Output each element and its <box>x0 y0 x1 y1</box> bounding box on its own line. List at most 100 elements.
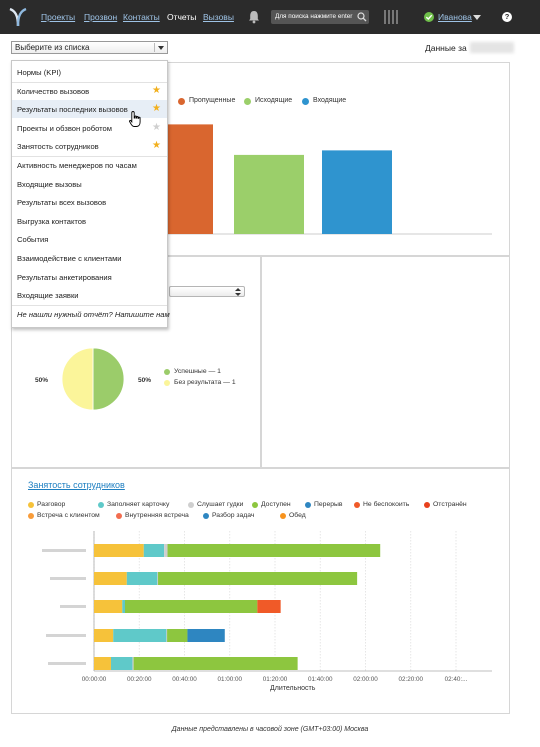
report-menu-item-label: Взаимодействие с клиентами <box>17 254 122 263</box>
legend-label: Разбор задач <box>212 512 255 519</box>
nav-calls-link[interactable]: Вызовы <box>203 12 234 22</box>
legend-dot <box>188 502 194 508</box>
bell-icon[interactable] <box>248 10 260 24</box>
x-tick-label: 02:00:00 <box>353 676 378 683</box>
report-menu-item[interactable]: События <box>12 230 167 248</box>
legend-success: Успешные — 1 <box>174 368 221 375</box>
report-menu-item[interactable]: Результаты последних вызовов ★ <box>12 100 167 119</box>
favorite-star-icon[interactable]: ★ <box>152 103 161 115</box>
report-menu-item[interactable]: Нормы (KPI) <box>12 63 167 81</box>
legend-no-result: Без результата — 1 <box>174 379 236 386</box>
report-menu-item[interactable]: Результаты всех вызовов <box>12 193 167 211</box>
employee-name-redacted <box>60 605 86 608</box>
search-input[interactable]: Для поиска нажмите enter <box>271 10 369 24</box>
report-menu-item-label: Нормы (KPI) <box>17 68 62 77</box>
legend-label: Встреча с клиентом <box>37 512 100 519</box>
legend-dot-missed <box>178 98 185 105</box>
report-menu-item[interactable]: Взаимодействие с клиентами <box>12 249 167 267</box>
report-menu-item[interactable]: Входящие вызовы <box>12 175 167 193</box>
employment-segment <box>94 544 144 557</box>
filter-select[interactable] <box>169 286 245 297</box>
report-menu-item-label: Результаты последних вызовов <box>17 105 128 115</box>
employment-segment <box>187 629 225 642</box>
app-logo[interactable] <box>6 6 30 28</box>
nav-projects-link[interactable]: Проекты <box>41 12 76 22</box>
legend-missed: Пропущенные <box>189 97 236 104</box>
legend-label: Слушает гудки <box>197 501 244 508</box>
employment-segment <box>164 544 168 557</box>
date-range-value-redacted[interactable] <box>470 42 514 53</box>
calls-bar-chart <box>143 124 492 235</box>
report-menu-item-label: Не нашли нужный отчёт? Напишите нам <box>17 309 170 319</box>
legend-label: Не беспокоить <box>363 501 410 508</box>
legend-dot <box>354 502 360 508</box>
report-select[interactable]: Выберите из списка <box>11 41 168 54</box>
star-outline-icon[interactable]: ★ <box>152 121 161 133</box>
employment-panel: Занятость сотрудников Разговор Заполняет … <box>11 468 510 714</box>
top-navigation-bar: Проекты Прозвон Контакты Отчеты Вызовы Д… <box>0 0 540 34</box>
employment-segment <box>257 600 281 613</box>
legend-label: Доступен <box>261 501 291 508</box>
report-menu-item[interactable]: Выгрузка контактов <box>12 212 167 230</box>
select-arrows-icon <box>235 288 241 296</box>
employment-segment <box>157 572 159 585</box>
chevron-down-icon[interactable] <box>473 15 481 20</box>
report-menu-item[interactable]: Количество вызовов ★ <box>12 82 167 100</box>
nav-dialer-link[interactable]: Прозвон <box>84 12 118 22</box>
employment-segment <box>110 657 133 670</box>
pie-right-percent: 50% <box>138 377 152 384</box>
report-menu-item-label: Проекты и обзвон роботом <box>17 123 112 133</box>
favorite-star-icon[interactable]: ★ <box>152 140 161 152</box>
report-menu-item-label: Количество вызовов <box>17 86 90 96</box>
employee-name-redacted <box>46 634 86 637</box>
search-icon[interactable] <box>357 12 367 22</box>
report-menu-item[interactable]: Результаты анкетирования <box>12 268 167 286</box>
report-menu-item-label: Занятость сотрудников <box>17 142 99 152</box>
results-pie-chart <box>61 347 125 411</box>
employment-segment <box>166 629 168 642</box>
status-ok-icon <box>424 12 434 22</box>
employment-title-link[interactable]: Занятость сотрудников <box>28 480 125 490</box>
employment-segment <box>122 600 125 613</box>
report-menu-item[interactable]: Занятость сотрудников ★ <box>12 137 167 155</box>
report-menu-item[interactable]: Не нашли нужный отчёт? Напишите нам <box>12 305 170 323</box>
employment-segment <box>133 657 298 670</box>
legend-label: Внутренняя встреча <box>125 512 189 519</box>
legend-label: Разговор <box>37 501 66 508</box>
employment-segment <box>94 629 114 642</box>
employee-name-redacted <box>48 662 86 665</box>
x-tick-label: 00:40:00 <box>172 676 197 683</box>
help-icon[interactable]: ? <box>502 12 512 22</box>
nav-contacts-link[interactable]: Контакты <box>123 12 160 22</box>
legend-dot <box>28 513 34 519</box>
menu-divider <box>12 156 167 157</box>
employment-segment <box>143 544 165 557</box>
legend-label: Перерыв <box>314 501 343 508</box>
chevron-down-icon[interactable] <box>154 43 165 52</box>
report-dropdown-menu: Нормы (KPI) Количество вызовов ★ Результаты… <box>11 60 170 328</box>
legend-dot-incoming <box>302 98 309 105</box>
report-menu-item[interactable]: Входящие заявки <box>12 286 167 304</box>
report-menu-item[interactable]: Активность менеджеров по часам <box>12 156 167 174</box>
favorite-star-icon[interactable]: ★ <box>152 84 161 96</box>
user-menu-link[interactable]: Иванова <box>438 12 472 22</box>
report-menu-item-label: Выгрузка контактов <box>17 216 87 226</box>
nav-reports-link[interactable]: Отчеты <box>167 12 197 22</box>
report-menu-item-label: Входящие заявки <box>17 291 79 301</box>
report-menu-item-label: Результаты анкетирования <box>17 272 112 282</box>
x-tick-label: 01:20:00 <box>263 676 288 683</box>
x-tick-label: 00:20:00 <box>127 676 152 683</box>
employment-stacked-chart: 00:00:00 00:20:00 00:40:00 01:00:00 01:20:00… <box>42 531 492 683</box>
x-tick-label: 01:00:00 <box>217 676 242 683</box>
legend-dot <box>203 513 209 519</box>
x-tick-label: 02:20:00 <box>398 676 423 683</box>
report-menu-item-label: Активность менеджеров по часам <box>17 161 137 170</box>
legend-dot <box>98 502 104 508</box>
legend-dot <box>116 513 122 519</box>
report-menu-item[interactable]: Проекты и обзвон роботом ★ <box>12 119 167 137</box>
phone-status-icon[interactable] <box>384 9 398 25</box>
menu-divider <box>12 304 167 306</box>
legend-dot <box>28 502 34 508</box>
employment-segment <box>167 544 381 557</box>
employment-segment <box>126 572 158 585</box>
